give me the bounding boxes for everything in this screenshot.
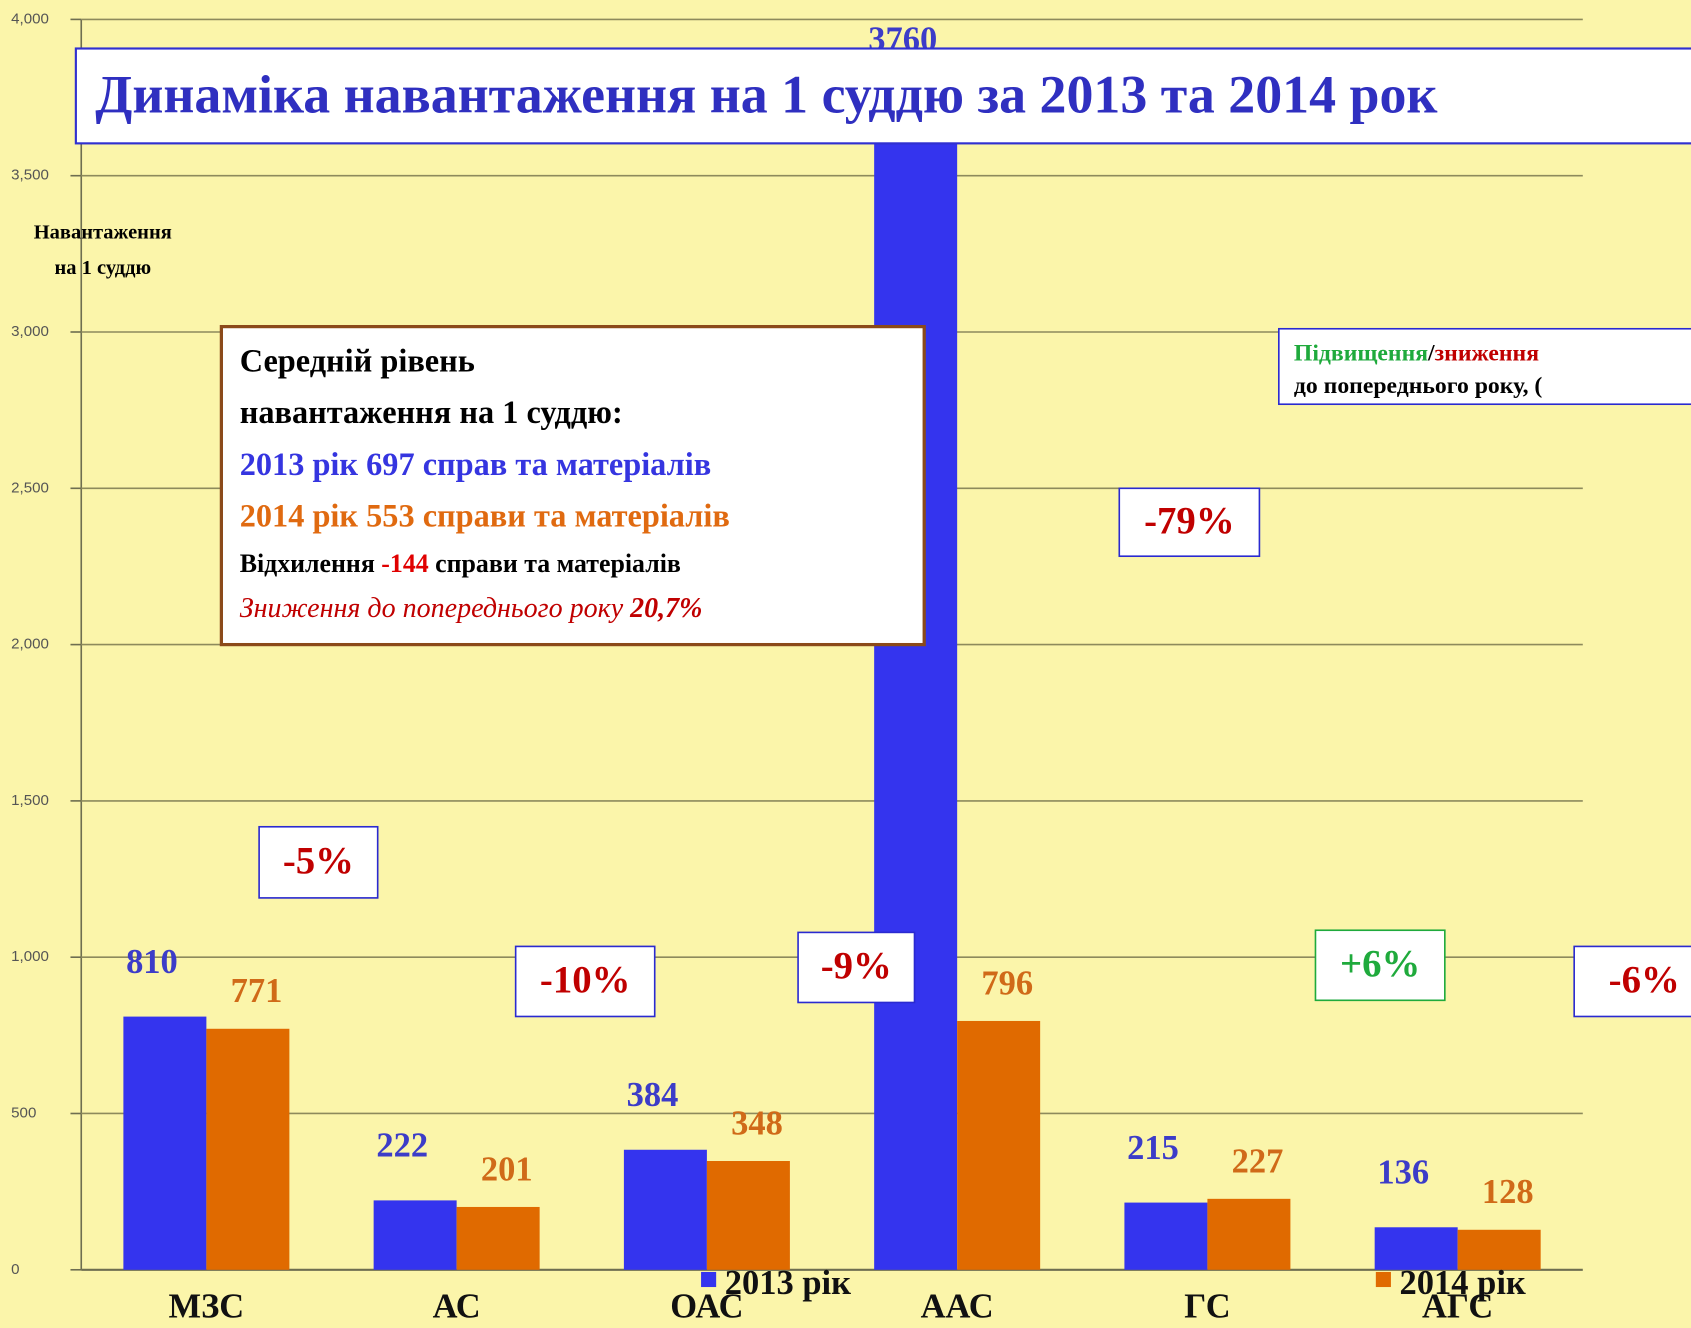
annotation: -9% — [821, 944, 892, 987]
bar — [1374, 1227, 1458, 1270]
bar — [1124, 1202, 1208, 1270]
value-label: 348 — [731, 1104, 783, 1142]
bar — [1457, 1229, 1541, 1270]
summary-text: навантаження на 1 суддю: — [240, 394, 623, 430]
value-label: 227 — [1232, 1142, 1284, 1180]
note-text: / — [1427, 341, 1435, 367]
value-label: 222 — [376, 1127, 428, 1165]
summary-text: 20,7% — [629, 594, 702, 625]
value-label: 384 — [627, 1076, 679, 1114]
chart-title: Динаміка навантаження на 1 суддю за 2013… — [95, 65, 1437, 125]
annotation: -79% — [1144, 499, 1235, 542]
y-tick-label: 4,000 — [11, 10, 49, 27]
value-label: 136 — [1377, 1153, 1429, 1191]
note-box — [1278, 327, 1691, 406]
y-tick-label: 2,500 — [11, 479, 49, 496]
summary-line: 2013 рік 697 справ та матеріалів — [240, 446, 712, 482]
bar — [623, 1149, 707, 1270]
value-label: 810 — [126, 943, 178, 981]
value-label: 796 — [981, 964, 1033, 1002]
x-tick-label: ААС — [921, 1288, 994, 1326]
value-label: 215 — [1127, 1129, 1179, 1167]
x-tick-label: АС — [433, 1288, 481, 1326]
annotation-box — [514, 945, 656, 1018]
note-text: зниження — [1435, 341, 1540, 367]
bar — [123, 1016, 207, 1270]
annotation-box — [1573, 945, 1691, 1018]
value-label: 201 — [481, 1150, 533, 1188]
x-tick-label: ГС — [1184, 1288, 1230, 1326]
summary-text: Відхилення — [240, 549, 382, 578]
legend-label: 2014 рік — [1400, 1264, 1526, 1302]
bar — [706, 1161, 790, 1270]
note-text: Підвищення — [1294, 341, 1428, 367]
summary-line: Відхилення -144 справи та матеріалів — [240, 549, 681, 578]
annotation: -10% — [540, 959, 631, 1002]
annotation-box — [797, 931, 916, 1004]
bar — [1207, 1198, 1291, 1270]
bar — [874, 94, 958, 1270]
summary-line: 2014 рік 553 справи та матеріалів — [240, 498, 730, 534]
summary-text: 2013 рік 697 справ та матеріалів — [240, 446, 712, 482]
y-tick-label: 0 — [11, 1261, 19, 1278]
y-tick-label: 500 — [11, 1104, 36, 1121]
y-tick-label: 1,500 — [11, 792, 49, 809]
summary-text: Зниження до попереднього року — [240, 594, 630, 625]
x-tick-label: МЗС — [169, 1288, 245, 1326]
value-label: 771 — [231, 972, 283, 1010]
note-text: до попереднього року, ( — [1294, 373, 1543, 399]
value-label: 128 — [1482, 1173, 1534, 1211]
bar — [456, 1206, 540, 1270]
y-tick-label: 2,000 — [11, 636, 49, 653]
bar — [957, 1020, 1041, 1270]
summary-text: Середній рівень — [240, 343, 475, 379]
y-axis-label: Навантаження — [34, 222, 172, 244]
legend-label: 2013 рік — [725, 1264, 851, 1302]
y-tick-label: 3,000 — [11, 323, 49, 340]
legend-swatch — [701, 1271, 717, 1288]
summary-box — [219, 324, 926, 647]
y-tick-label: 1,000 — [11, 948, 49, 965]
title-box — [74, 47, 1691, 145]
y-axis-label: на 1 суддю — [55, 257, 152, 279]
annotation-box — [258, 825, 379, 899]
note-line: Підвищення/зниження — [1294, 341, 1539, 367]
annotation: +6% — [1340, 942, 1420, 985]
y-tick-label: 3,500 — [11, 167, 49, 184]
x-tick-label: ОАС — [670, 1288, 743, 1326]
summary-line: Середній рівень — [240, 343, 475, 379]
legend-swatch — [1375, 1271, 1391, 1288]
bar — [206, 1028, 290, 1270]
summary-line: навантаження на 1 суддю: — [240, 394, 623, 430]
annotation: -6% — [1609, 959, 1680, 1002]
summary-text: справи та матеріалів — [429, 549, 681, 578]
x-tick-label: АГС — [1422, 1288, 1493, 1326]
summary-text: -144 — [381, 549, 428, 578]
summary-text: 2014 рік 553 справи та матеріалів — [240, 498, 730, 534]
summary-line: Зниження до попереднього року 20,7% — [240, 594, 703, 625]
annotation: -5% — [283, 839, 354, 882]
note-line: до попереднього року, ( — [1294, 373, 1543, 399]
bar — [373, 1200, 457, 1270]
annotation-box — [1118, 487, 1261, 558]
annotation-box — [1314, 929, 1446, 1002]
